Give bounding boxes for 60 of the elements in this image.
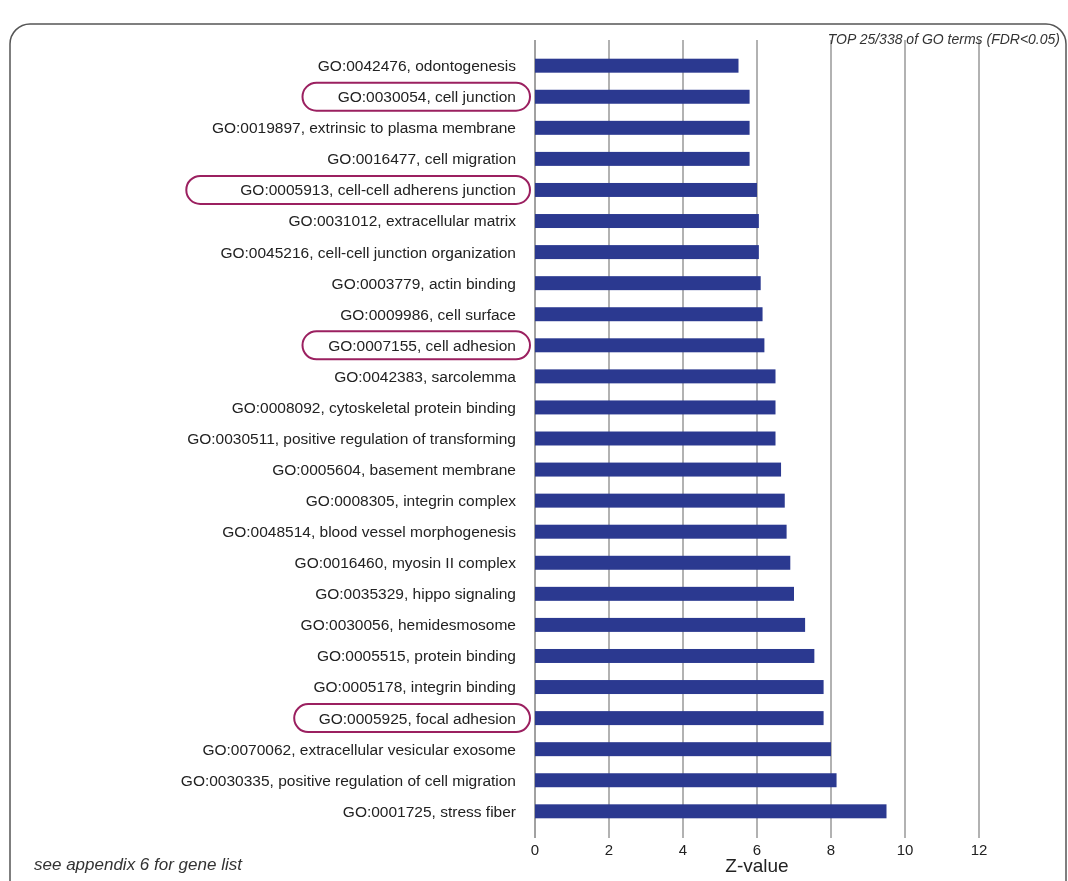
bar	[535, 524, 787, 539]
bar	[535, 245, 759, 260]
y-tick-label: GO:0003779, actin binding	[331, 274, 516, 292]
y-tick-label: GO:0005604, basement membrane	[272, 460, 516, 478]
y-tick-label: GO:0005515, protein binding	[316, 647, 516, 665]
bar	[535, 680, 824, 695]
bar	[535, 804, 887, 819]
y-tick-label: GO:0009986, cell surface	[340, 305, 516, 323]
bar	[535, 711, 824, 726]
bar	[535, 462, 782, 477]
y-tick-label: GO:0070062, extracellular vesicular exosome	[202, 740, 516, 758]
y-tick-label: GO:0035329, hippo signaling	[315, 585, 516, 603]
y-tick-label: GO:0030511, positive regulation of transforming	[187, 429, 516, 447]
y-tick-label: GO:0005925, focal adhesion	[318, 709, 516, 727]
x-tick-label: 8	[826, 841, 836, 858]
bar	[535, 214, 759, 229]
bar	[535, 773, 837, 788]
bar	[535, 431, 776, 446]
bar	[535, 307, 763, 322]
y-tick-label: GO:0042383, sarcolemma	[334, 367, 517, 385]
bar	[535, 555, 791, 570]
y-tick-label: GO:0030056, hemidesmosome	[300, 616, 516, 634]
y-tick-label: GO:0030054, cell junction	[337, 88, 516, 106]
bar	[535, 89, 750, 104]
y-tick-label: GO:0019897, extrinsic to plasma membrane	[211, 119, 516, 137]
bar	[535, 586, 794, 601]
y-tick-label: GO:0031012, extracellular matrix	[288, 212, 517, 230]
bar	[535, 120, 750, 135]
y-tick-label: GO:0030335, positive regulation of cell migration	[180, 771, 516, 789]
bar	[535, 617, 806, 632]
bar	[535, 58, 739, 73]
y-tick-label: GO:0016477, cell migration	[327, 150, 516, 168]
y-tick-label: GO:0042476, odontogenesis	[317, 57, 517, 75]
y-tick-label: GO:0008305, integrin complex	[305, 492, 517, 510]
x-tick-label: 2	[604, 841, 614, 858]
y-tick-label: GO:0008092, cytoskeletal protein binding	[231, 398, 516, 416]
bar	[535, 369, 776, 384]
bar	[535, 182, 757, 197]
y-tick-label: GO:0007155, cell adhesion	[328, 336, 516, 354]
y-tick-label: GO:0048514, blood vessel morphogenesis	[222, 523, 517, 541]
y-tick-label: GO:0005913, cell-cell adherens junction	[240, 181, 516, 199]
annotation: TOP 25/338 of GO terms (FDR<0.05)	[827, 31, 1060, 47]
bar	[535, 338, 765, 353]
bar	[535, 400, 776, 415]
y-tick-label: GO:0016460, myosin II complex	[294, 554, 517, 572]
x-axis-title: Z-value	[725, 855, 789, 876]
bar	[535, 648, 815, 663]
x-tick-label: 12	[970, 841, 988, 858]
text: see appendix 6 for gene list	[34, 855, 244, 874]
bar	[535, 151, 750, 166]
x-tick-label: 4	[678, 841, 688, 858]
x-tick-label: 0	[530, 841, 540, 858]
bar	[535, 742, 831, 757]
y-tick-label: GO:0045216, cell-cell junction organization	[220, 243, 516, 261]
x-tick-label: 6	[752, 841, 762, 858]
y-tick-label: GO:0001725, stress fiber	[342, 802, 516, 820]
bar	[535, 493, 785, 508]
x-tick-label: 10	[896, 841, 914, 858]
y-tick-label: GO:0005178, integrin binding	[313, 678, 516, 696]
bar	[535, 276, 761, 291]
